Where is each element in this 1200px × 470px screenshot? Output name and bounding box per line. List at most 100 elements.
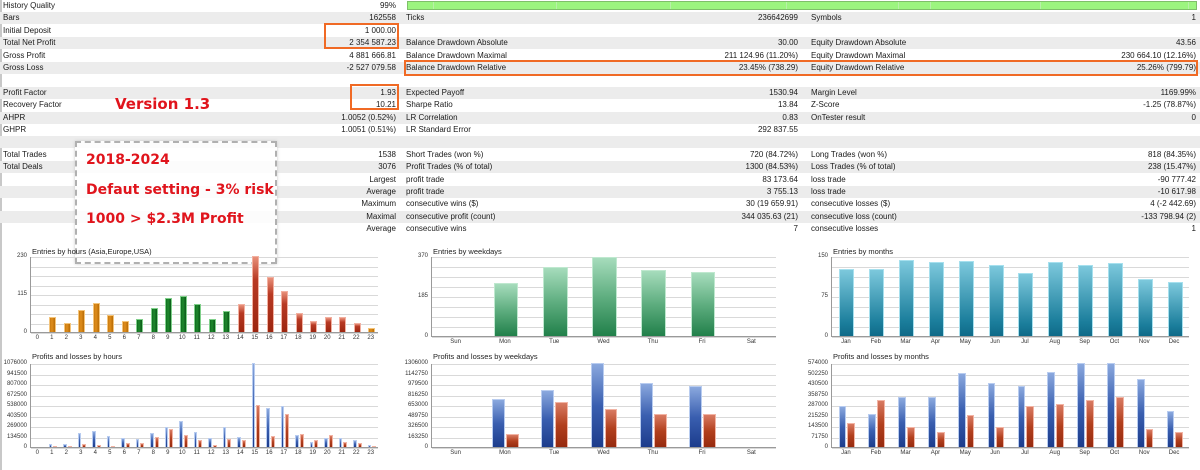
- y-tick-label: 134500: [6, 433, 27, 440]
- plot-area: [30, 363, 378, 449]
- stats-row: Total Trades 1538 Short Trades (won %) 720 …: [0, 149, 1200, 161]
- y-tick-label: 489750: [407, 412, 428, 419]
- loss-bar: [372, 446, 377, 447]
- profit-bar: [1077, 363, 1085, 447]
- bar: [49, 317, 57, 332]
- plot-area: [831, 363, 1189, 449]
- bar: [324, 316, 332, 332]
- y-tick-label: 287000: [807, 402, 828, 408]
- x-tick-label: Jun: [990, 339, 1000, 345]
- stats-row: [0, 74, 1200, 86]
- loss-bar: [67, 446, 72, 447]
- profit-bar: [1047, 372, 1056, 447]
- loss-bar: [1085, 400, 1094, 447]
- stat-value: 720 (84.72%): [749, 149, 798, 159]
- loss-bar: [198, 439, 203, 447]
- stat-label: profit trade: [406, 174, 445, 184]
- y-tick-label: 0: [424, 444, 428, 450]
- profit-bar: [1107, 363, 1115, 447]
- profit-bar: [237, 436, 241, 447]
- stat-label: History Quality: [3, 1, 56, 10]
- plot-area: [431, 256, 776, 338]
- gridline: [31, 276, 378, 277]
- loss-bar: [140, 442, 145, 447]
- x-tick-label: 0: [35, 335, 39, 341]
- profit-bar: [957, 373, 966, 447]
- y-tick-label: 807000: [6, 381, 27, 387]
- x-tick-label: Feb: [870, 450, 881, 456]
- loss-bar: [1115, 396, 1124, 447]
- profit-bar: [639, 383, 653, 447]
- x-tick-label: Nov: [1138, 339, 1150, 345]
- bar: [223, 310, 231, 332]
- gridline: [832, 307, 1189, 308]
- profit-bar: [590, 363, 604, 447]
- plot-area: [431, 363, 776, 449]
- stats-row: Largest profit trade 83 173.64 loss trade -9…: [0, 174, 1200, 186]
- bar: [136, 318, 144, 332]
- bar: [690, 271, 716, 336]
- gridline: [432, 385, 776, 386]
- x-tick-label: Dec: [1168, 450, 1180, 456]
- gridline: [832, 337, 1189, 338]
- bar: [78, 309, 86, 332]
- x-tick-label: Thu: [647, 450, 658, 456]
- stat-value: 1169.99%: [1160, 87, 1196, 97]
- gridline: [31, 304, 378, 306]
- stat-value: 292 837.55: [757, 125, 798, 134]
- stat-label: consecutive losses ($): [811, 199, 891, 209]
- gridline: [432, 395, 776, 397]
- y-tick-label: 403500: [6, 412, 27, 419]
- stat-label: Profit Factor: [3, 87, 47, 97]
- bar: [107, 314, 115, 332]
- annotation-box: [75, 141, 277, 264]
- bar: [237, 303, 245, 332]
- x-tick-label: 18: [294, 335, 302, 341]
- x-tick-label: 8: [151, 450, 155, 456]
- x-tick-label: 22: [352, 335, 360, 341]
- stat-value: -90 777.42: [1157, 174, 1196, 184]
- x-tick-label: Wed: [597, 339, 610, 345]
- stat-value: 43.56: [1175, 38, 1196, 48]
- chart-title: Entries by weekdays: [433, 247, 502, 256]
- setting-annotation: Defaut setting - 3% risk: [86, 182, 274, 198]
- bar: [1078, 264, 1094, 336]
- stat-value: 3076: [378, 162, 396, 172]
- stat-label: profit trade: [406, 187, 445, 196]
- stat-value: 83 173.64: [762, 174, 798, 184]
- x-tick-label: 1: [50, 450, 54, 456]
- x-tick-label: May: [959, 450, 971, 456]
- plot-area: [30, 256, 378, 334]
- stat-value: 344 035.63 (21): [741, 211, 799, 221]
- x-tick-label: 3: [79, 450, 83, 456]
- gridline: [832, 427, 1189, 428]
- stat-label: consecutive wins ($): [406, 199, 479, 209]
- y-tick-label: 0: [23, 444, 27, 450]
- loss-bar: [96, 445, 101, 447]
- chart-pl-months: Profits and losses by months 574000 502250…: [795, 352, 1200, 464]
- loss-bar: [357, 443, 362, 447]
- stat-value: Average: [366, 224, 396, 234]
- bar: [281, 291, 289, 332]
- profit-bar: [208, 437, 212, 447]
- profit-bar: [179, 421, 183, 447]
- gridline: [31, 427, 378, 428]
- stat-value: 1: [1191, 13, 1196, 23]
- gridline: [31, 395, 378, 397]
- gridline: [31, 333, 378, 334]
- x-tick-label: 5: [108, 335, 112, 341]
- stat-label: Equity Drawdown Absolute: [811, 38, 907, 48]
- gridline: [31, 257, 378, 258]
- stat-label: consecutive profit (count): [406, 211, 496, 221]
- y-tick-label: 1076000: [3, 360, 27, 366]
- gridline: [31, 323, 378, 325]
- profit-bar: [689, 385, 703, 447]
- stat-label: GHPR: [3, 125, 27, 134]
- x-tick-label: 17: [280, 335, 288, 341]
- x-tick-label: Oct: [1109, 450, 1120, 456]
- loss-bar: [299, 434, 304, 447]
- loss-bar: [555, 401, 569, 447]
- gridline: [832, 406, 1189, 407]
- loss-bar: [285, 414, 290, 447]
- stat-label: [403, 136, 603, 148]
